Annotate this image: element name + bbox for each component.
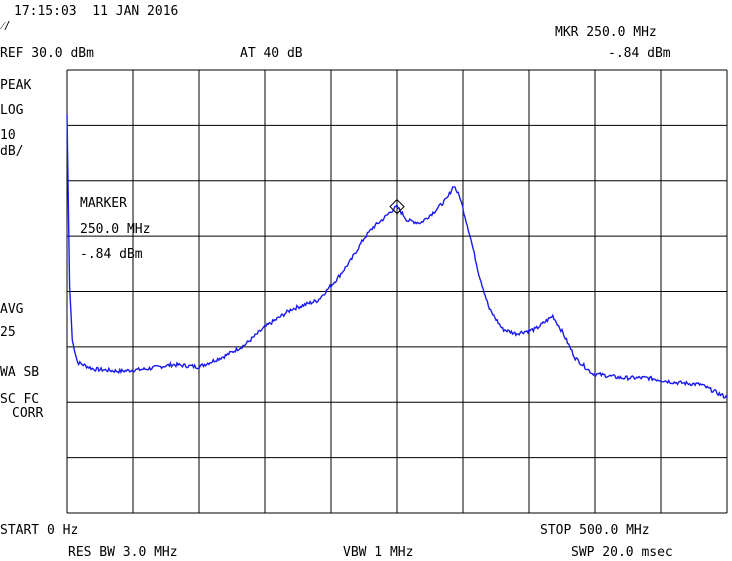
stop-frequency: STOP 500.0 MHz (540, 523, 650, 538)
spectrum-trace (66, 114, 728, 399)
scale-unit: dB/ (0, 144, 24, 159)
marker-box-title: MARKER (80, 196, 127, 211)
wa-sb-indicator: WA SB (0, 365, 40, 380)
marker-diamond (389, 198, 405, 215)
marker-readout-label: MKR 250.0 MHz (555, 25, 657, 40)
timestamp: 17:15:03 11 JAN 2016 (14, 4, 179, 19)
detector-mode: PEAK (0, 78, 32, 93)
sweep-time: SWP 20.0 msec (571, 545, 673, 560)
average-label: AVG (0, 302, 24, 317)
scale-type: LOG (0, 103, 24, 118)
corr-indicator: CORR (12, 406, 44, 421)
attenuation: AT 40 dB (240, 46, 303, 61)
instrument-symbol: ⁄/ (2, 19, 11, 32)
marker-box-frequency: 250.0 MHz (80, 222, 151, 237)
marker-readout-value: -.84 dBm (608, 46, 671, 61)
graticule (66, 69, 728, 514)
resolution-bandwidth: RES BW 3.0 MHz (68, 545, 178, 560)
scale-value: 10 (0, 128, 16, 143)
start-frequency: START 0 Hz (0, 523, 79, 538)
reference-level: REF 30.0 dBm (0, 46, 94, 61)
average-count: 25 (0, 325, 16, 340)
sc-fc-indicator: SC FC (0, 392, 40, 407)
marker-box-level: -.84 dBm (80, 247, 143, 262)
video-bandwidth: VBW 1 MHz (343, 545, 414, 560)
